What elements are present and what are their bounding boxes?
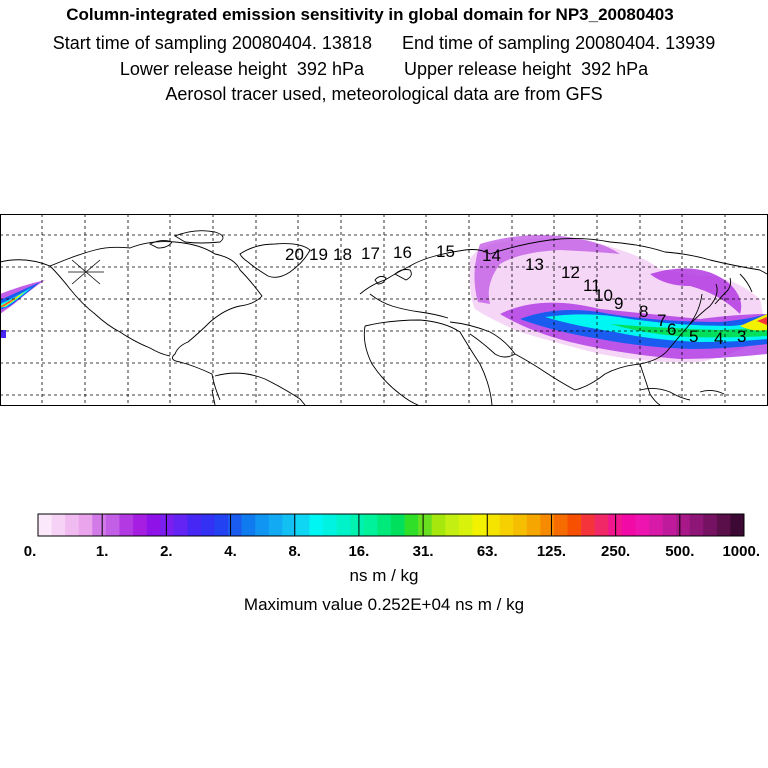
day-label: 11 [583, 276, 601, 295]
day-label: 5 [689, 327, 698, 346]
colorbar-cell [336, 514, 351, 536]
colorbar-tick-label: 8. [288, 543, 301, 560]
sampling-times: Start time of sampling 20080404. 13818 E… [52, 33, 716, 53]
colorbar-cell [309, 514, 324, 536]
colorbar-cell [391, 514, 405, 536]
colorbar-cell [431, 514, 446, 536]
colorbar-cell [567, 514, 582, 536]
colorbar-cell [689, 514, 704, 536]
colorbar-cell [458, 514, 473, 536]
colorbar-cell [676, 514, 690, 536]
colorbar-cell [581, 514, 595, 536]
colorbar-cell [173, 514, 188, 536]
colorbar-tick-label: 2. [160, 543, 173, 560]
colorbar-cell [295, 514, 310, 536]
coastlines [0, 230, 767, 405]
colorbar-cell [160, 514, 175, 536]
day-label: 7 [657, 311, 666, 330]
colorbar-cell [363, 514, 378, 536]
colorbar-cell [51, 514, 66, 536]
colorbar-cell [703, 514, 718, 536]
release-heights: Lower release height 392 hPa Upper relea… [119, 59, 649, 79]
colorbar: 0. 1. 2. 4. 8. 16. 31. 63. 125. 250. 500. 1000. [24, 513, 760, 560]
colorbar-cell [716, 514, 731, 536]
colorbar-cell [594, 514, 609, 536]
colorbar-tick-label: 31. [413, 543, 434, 560]
colorbar-cell [65, 514, 80, 536]
day-label: 14 [482, 246, 501, 265]
colorbar-cell [92, 514, 107, 536]
colorbar-cell [635, 514, 650, 536]
colorbar-cell [730, 514, 745, 536]
day-label: 6 [667, 320, 676, 339]
day-label: 4 [714, 329, 723, 348]
colorbar-cell [214, 514, 229, 536]
colorbar-cell [38, 514, 52, 536]
colorbar-cell [323, 514, 337, 536]
colorbar-cell [146, 514, 161, 536]
day-label: 8 [639, 302, 648, 321]
colorbar-tick-label: 250. [601, 543, 630, 560]
colorbar-cell [187, 514, 202, 536]
colorbar-ticks: 0. 1. 2. 4. 8. 16. 31. 63. 125. 250. 500. 1000. [24, 514, 760, 560]
colorbar-cell [553, 514, 568, 536]
colorbar-cell [241, 514, 256, 536]
day-label: 10 [594, 286, 613, 305]
maximum-value: Maximum value 0.252E+04 ns m / kg [243, 595, 525, 614]
colorbar-cell [662, 514, 677, 536]
day-label: 9 [614, 294, 623, 313]
day-label: 15 [436, 242, 455, 261]
colorbar-cell [526, 514, 541, 536]
colorbar-cell [255, 514, 270, 536]
day-label: 18 [333, 245, 352, 264]
colorbar-cell [499, 514, 514, 536]
tracer-note: Aerosol tracer used, meteorological data… [165, 84, 603, 104]
colorbar-tick-label: 500. [665, 543, 694, 560]
colorbar-cell [404, 514, 419, 536]
trajectory-day-labels: 20 19 18 17 16 15 14 13 12 11 10 9 8 7 6… [285, 242, 746, 348]
day-label: 20 [285, 245, 304, 264]
colorbar-tick-label: 125. [537, 543, 566, 560]
colorbar-tick-label: 1. [96, 543, 109, 560]
colorbar-cell [486, 514, 500, 536]
colorbar-cell [377, 514, 392, 536]
colorbar-cell [200, 514, 215, 536]
colorbar-cell [119, 514, 134, 536]
colorbar-cell [648, 514, 663, 536]
day-label: 16 [393, 243, 412, 262]
colorbar-cell [350, 514, 365, 536]
colorbar-tick-label: 1000. [722, 543, 760, 560]
receptor-marker [68, 259, 104, 285]
colorbar-cell [540, 514, 555, 536]
day-label: 17 [361, 244, 380, 263]
day-label: 13 [525, 255, 544, 274]
colorbar-tick-label: 4. [224, 543, 237, 560]
colorbar-cell [472, 514, 487, 536]
colorbar-cell [621, 514, 636, 536]
colorbar-tick-label: 63. [477, 543, 498, 560]
colorbar-cell [418, 514, 433, 536]
map-title: Column-integrated emission sensitivity i… [66, 5, 674, 24]
colorbar-cell [282, 514, 297, 536]
day-label: 19 [309, 245, 328, 264]
colorbar-cell [268, 514, 283, 536]
colorbar-cell [105, 514, 120, 536]
day-label: 3 [737, 327, 746, 346]
colorbar-frame [37, 513, 745, 537]
colorbar-cell [228, 514, 242, 536]
colorbar-cell [513, 514, 528, 536]
emission-sensitivity-map: 20 19 18 17 16 15 14 13 12 11 10 9 8 7 6… [0, 214, 768, 406]
colorbar-cells [38, 514, 745, 536]
colorbar-cell [133, 514, 147, 536]
colorbar-tick-label: 16. [348, 543, 369, 560]
colorbar-tick-label: 0. [24, 543, 37, 560]
colorbar-cell [78, 514, 93, 536]
colorbar-unit: ns m / kg [349, 566, 419, 585]
day-label: 12 [561, 263, 580, 282]
colorbar-cell [445, 514, 460, 536]
